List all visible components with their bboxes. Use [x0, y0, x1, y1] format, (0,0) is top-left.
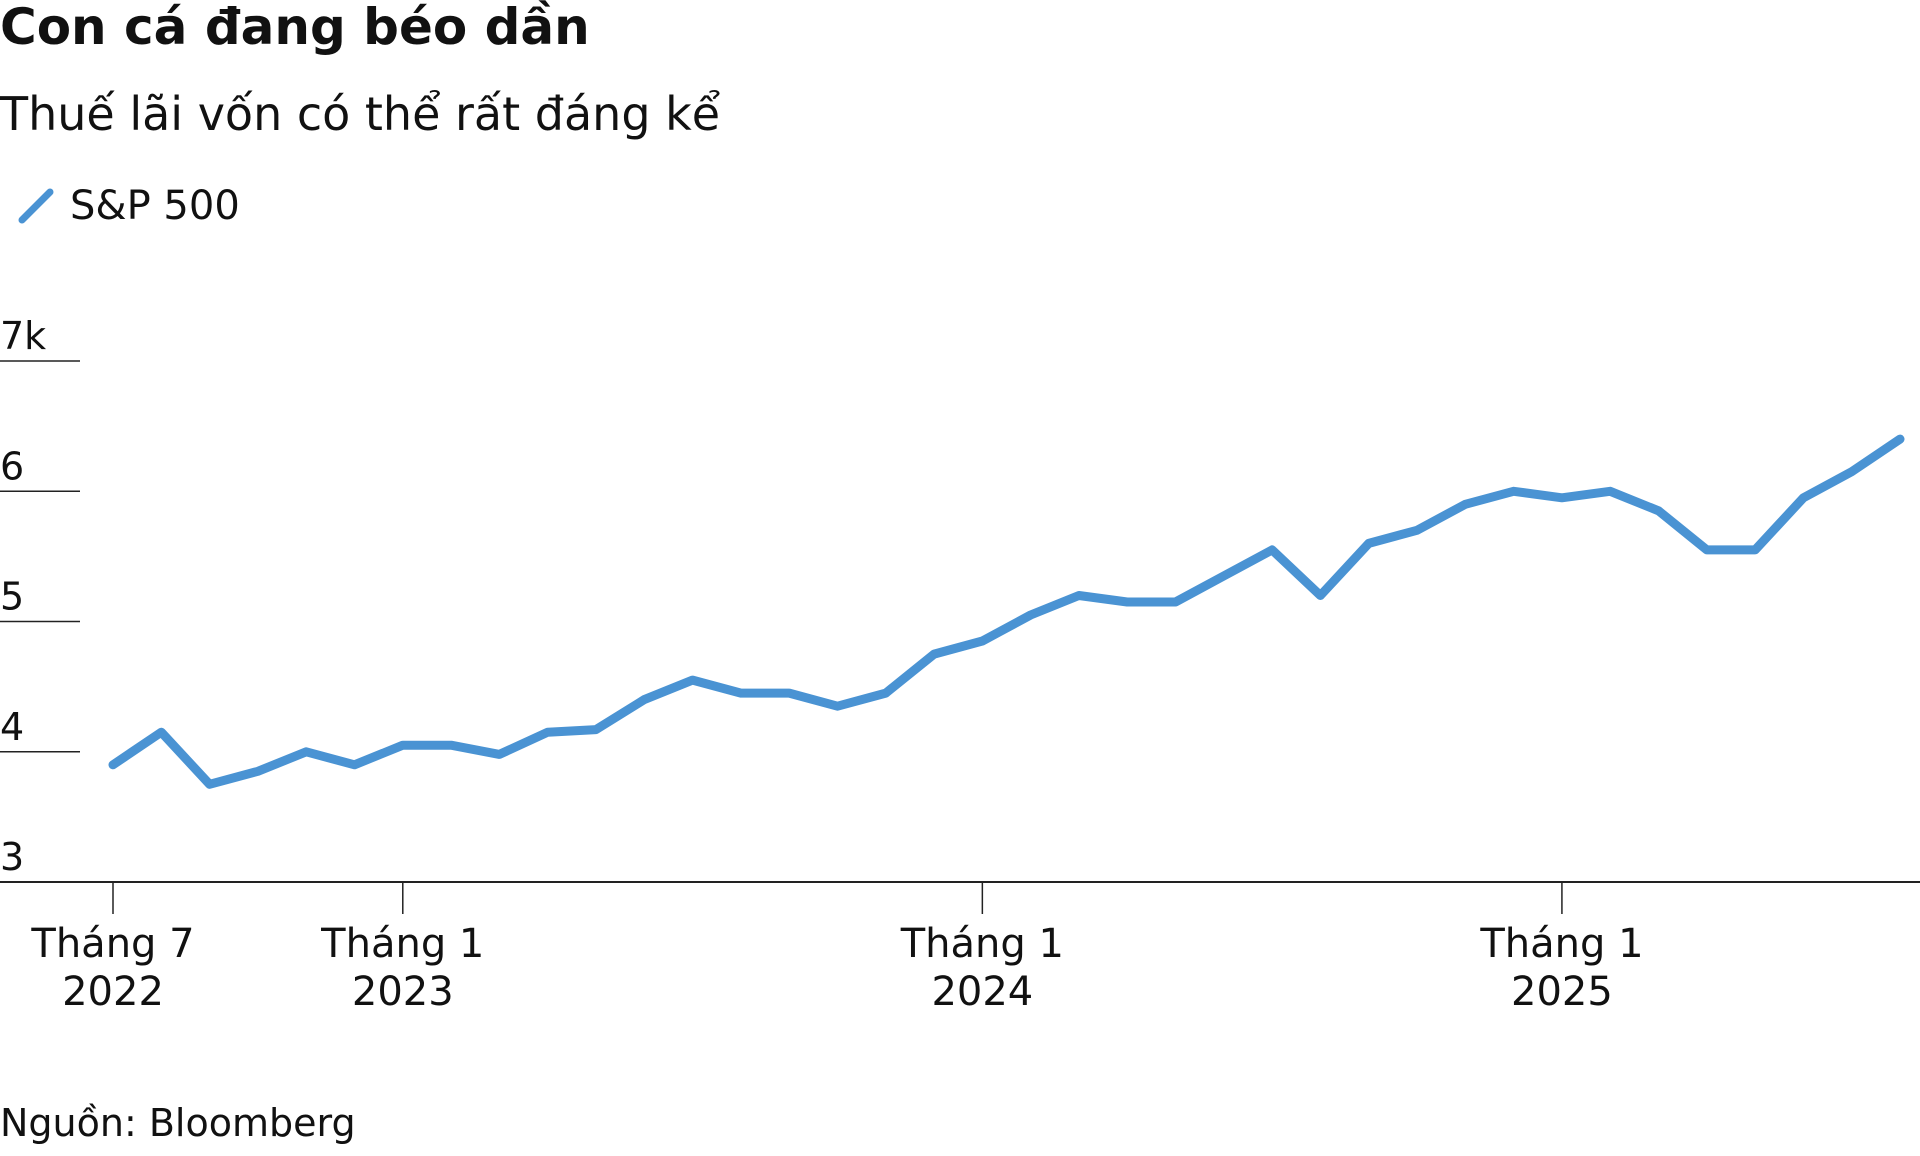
x-tick-label: Tháng 7 2022	[30, 921, 194, 1015]
x-tick-label: Tháng 1 2025	[1479, 921, 1643, 1015]
legend-label: S&P 500	[70, 183, 240, 229]
y-tick-label: 5	[0, 575, 24, 619]
x-tick-label: Tháng 1 2023	[320, 921, 484, 1015]
x-tick-label: Tháng 1 2024	[900, 921, 1064, 1015]
y-tick-label: 7k	[0, 314, 46, 358]
legend-swatch	[18, 188, 54, 224]
y-tick-label: 6	[0, 444, 24, 488]
chart-title: Con cá đang béo dần	[0, 0, 590, 56]
source: Nguồn: Bloomberg	[0, 1101, 356, 1145]
series-line	[108, 434, 1905, 789]
y-tick-label: 3	[0, 835, 24, 879]
y-tick-label: 4	[0, 705, 24, 749]
chart-subtitle: Thuế lãi vốn có thể rất đáng kể	[0, 87, 720, 141]
